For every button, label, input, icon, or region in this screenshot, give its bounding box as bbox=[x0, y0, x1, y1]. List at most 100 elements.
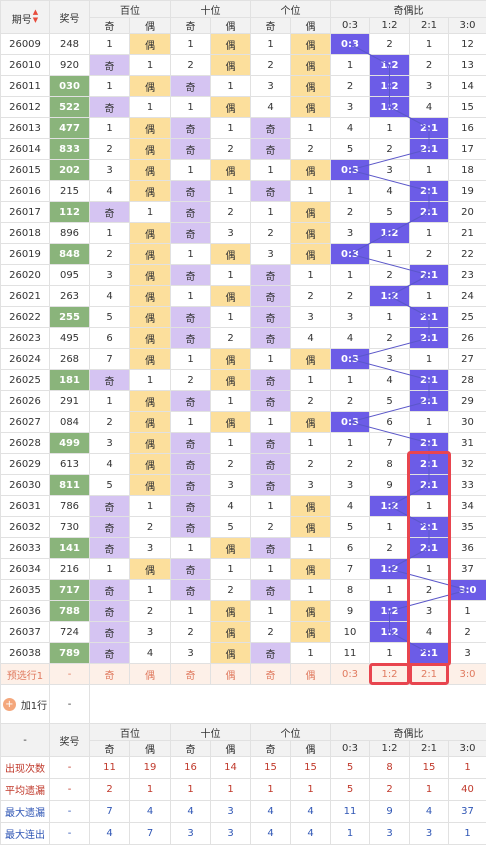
odd-cell: 奇 bbox=[170, 264, 211, 286]
col-header-prize: 奖号 bbox=[49, 0, 90, 34]
odd-cell: 奇 bbox=[89, 201, 130, 223]
ratio-cell: 36 bbox=[448, 537, 486, 559]
prediction-cell[interactable]: 偶 bbox=[290, 663, 331, 685]
period-cell: 26031 bbox=[0, 495, 50, 517]
odd-cell: 奇 bbox=[250, 117, 291, 139]
prize-number-cell: 095 bbox=[49, 264, 90, 286]
period-cell: 26015 bbox=[0, 159, 50, 181]
even-cell: 2 bbox=[210, 327, 251, 349]
stats-value: 5 bbox=[330, 756, 370, 779]
prediction-row[interactable]: 预选行1 - 奇 偶 奇 偶 奇 偶 0:3 1:2 2:1 3:0 bbox=[0, 663, 486, 685]
ratio-cell: 5 bbox=[330, 138, 370, 160]
stats-value: 1 bbox=[330, 822, 370, 845]
odd-cell: 4 bbox=[250, 96, 291, 118]
ratio-cell: 2:1 bbox=[409, 432, 449, 454]
prediction-cell[interactable]: 3:0 bbox=[448, 663, 486, 685]
ratio-cell: 1 bbox=[330, 180, 370, 202]
even-cell: 4 bbox=[210, 495, 251, 517]
odd-cell: 2 bbox=[250, 54, 291, 76]
prediction-cell[interactable]: 偶 bbox=[210, 663, 251, 685]
ratio-cell: 2:1 bbox=[409, 306, 449, 328]
add-row-button[interactable]: + 加1行 bbox=[2, 697, 48, 712]
draw-row: 26028 499 3 偶奇 1 奇 1 1 7 2:1 31 bbox=[0, 432, 486, 454]
ratio-cell: 2 bbox=[409, 243, 449, 265]
even-cell: 1 bbox=[210, 306, 251, 328]
prediction-cell[interactable]: 1:2 bbox=[369, 663, 410, 685]
even-cell: 1 bbox=[210, 264, 251, 286]
ratio-cell: 19 bbox=[448, 180, 486, 202]
odd-cell: 1 bbox=[89, 117, 130, 139]
stats-prize: - bbox=[49, 822, 90, 845]
ratio-cell: 2 bbox=[369, 138, 410, 160]
odd-cell: 奇 bbox=[170, 306, 211, 328]
plus-icon[interactable]: + bbox=[2, 697, 16, 711]
odd-cell: 1 bbox=[170, 285, 211, 307]
sub-header-ratio: 2:1 bbox=[409, 17, 449, 34]
footer-group-units: 个位 bbox=[250, 723, 331, 741]
prediction-cell[interactable]: 奇 bbox=[250, 663, 291, 685]
ratio-cell: 2 bbox=[330, 390, 370, 412]
ratio-cell: 2 bbox=[330, 75, 370, 97]
stats-value: 1 bbox=[448, 822, 486, 845]
add-row-label[interactable]: 加1行 bbox=[20, 700, 48, 712]
odd-cell: 1 bbox=[170, 537, 211, 559]
odd-cell: 1 bbox=[170, 600, 211, 622]
ratio-cell: 2:1 bbox=[409, 453, 449, 475]
ratio-cell: 31 bbox=[448, 432, 486, 454]
footer-sub-odd: 奇 bbox=[170, 740, 211, 757]
even-cell: 1 bbox=[210, 75, 251, 97]
prediction-cell[interactable]: 0:3 bbox=[330, 663, 370, 685]
ratio-cell: 2 bbox=[330, 201, 370, 223]
ratio-cell: 24 bbox=[448, 285, 486, 307]
prize-number-cell: 522 bbox=[49, 96, 90, 118]
ratio-cell: 2:1 bbox=[409, 516, 449, 538]
col-header-period[interactable]: 期号▲ ▼ bbox=[0, 0, 50, 34]
prediction-cell[interactable]: 2:1 bbox=[409, 663, 449, 685]
footer-sub-odd: 奇 bbox=[89, 740, 130, 757]
ratio-cell: 2:1 bbox=[409, 264, 449, 286]
stats-value: 2 bbox=[369, 778, 410, 801]
even-cell: 1 bbox=[290, 264, 331, 286]
prediction-cell[interactable]: 偶 bbox=[129, 663, 171, 685]
odd-cell: 2 bbox=[250, 621, 291, 643]
even-cell: 3 bbox=[129, 621, 171, 643]
ratio-cell: 1:2 bbox=[369, 54, 410, 76]
odd-cell: 奇 bbox=[250, 264, 291, 286]
ratio-cell: 4 bbox=[369, 369, 410, 391]
ratio-cell: 2 bbox=[409, 54, 449, 76]
odd-cell: 4 bbox=[89, 180, 130, 202]
period-cell: 26032 bbox=[0, 516, 50, 538]
period-cell: 26027 bbox=[0, 411, 50, 433]
ratio-cell: 13 bbox=[448, 54, 486, 76]
draw-row: 26036 788 奇 2 1 偶 1 偶 9 1:2 3 1 bbox=[0, 600, 486, 622]
ratio-cell: 3 bbox=[330, 96, 370, 118]
sort-icon[interactable]: ▲ ▼ bbox=[32, 8, 39, 24]
prediction-cell[interactable]: 奇 bbox=[89, 663, 130, 685]
odd-cell: 奇 bbox=[250, 285, 291, 307]
odd-cell: 奇 bbox=[170, 201, 211, 223]
ratio-cell: 1:2 bbox=[369, 96, 410, 118]
prediction-cell[interactable]: 奇 bbox=[170, 663, 211, 685]
odd-cell: 奇 bbox=[250, 327, 291, 349]
stats-value: 3 bbox=[409, 822, 449, 845]
odd-cell: 奇 bbox=[89, 369, 130, 391]
even-cell: 偶 bbox=[290, 411, 331, 433]
odd-cell: 1 bbox=[250, 159, 291, 181]
stats-value: 15 bbox=[409, 756, 449, 779]
ratio-cell: 33 bbox=[448, 474, 486, 496]
even-cell: 偶 bbox=[129, 432, 171, 454]
odd-cell: 2 bbox=[89, 243, 130, 265]
ratio-cell: 1:2 bbox=[369, 600, 410, 622]
ratio-cell: 9 bbox=[330, 600, 370, 622]
period-cell: 26037 bbox=[0, 621, 50, 643]
even-cell: 1 bbox=[210, 117, 251, 139]
prize-number-cell: 215 bbox=[49, 180, 90, 202]
add-row-cell[interactable]: + 加1行 bbox=[0, 684, 50, 724]
prize-number-cell: 730 bbox=[49, 516, 90, 538]
odd-cell: 奇 bbox=[89, 516, 130, 538]
period-cell: 26009 bbox=[0, 33, 50, 55]
period-cell: 26034 bbox=[0, 558, 50, 580]
period-cell: 26018 bbox=[0, 222, 50, 244]
even-cell: 偶 bbox=[290, 222, 331, 244]
ratio-cell: 25 bbox=[448, 306, 486, 328]
